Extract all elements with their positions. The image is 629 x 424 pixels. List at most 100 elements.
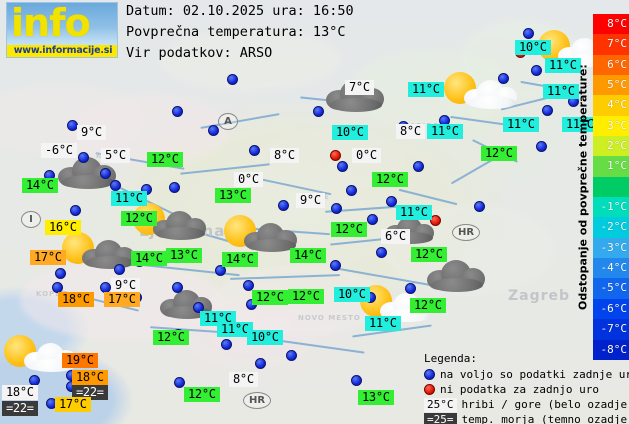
temperature-label: 9°C xyxy=(296,193,325,208)
scale-step: 3°C xyxy=(593,115,629,137)
station-marker-available[interactable] xyxy=(227,74,238,85)
temperature-label: 13°C xyxy=(166,248,202,263)
station-marker-available[interactable] xyxy=(346,185,357,196)
station-marker-available[interactable] xyxy=(367,214,378,225)
temperature-label: 12°C xyxy=(372,172,408,187)
header-data-source: Vir podatkov: ARSO xyxy=(126,45,273,61)
temperature-label: 9°C xyxy=(77,125,106,140)
station-marker-available[interactable] xyxy=(531,65,542,76)
temperature-deviation-scale: Odstopanje od povprečne temperature: 8°C… xyxy=(575,14,629,360)
scale-step: -4°C xyxy=(593,258,629,279)
station-marker-available[interactable] xyxy=(498,73,509,84)
temperature-label: 12°C xyxy=(121,211,157,226)
legend-blue-dot-icon xyxy=(424,369,435,380)
station-marker-available[interactable] xyxy=(337,161,348,172)
station-marker-available[interactable] xyxy=(215,265,226,276)
temperature-label: -6°C xyxy=(41,143,77,158)
temperature-label: 10°C xyxy=(332,125,368,140)
station-marker-available[interactable] xyxy=(542,105,553,116)
temperature-label: 12°C xyxy=(481,146,517,161)
station-marker-available[interactable] xyxy=(413,161,424,172)
station-marker-available[interactable] xyxy=(55,268,66,279)
temperature-label: 17°C xyxy=(104,292,140,307)
temperature-label: 12°C xyxy=(410,298,446,313)
station-marker-available[interactable] xyxy=(174,377,185,388)
station-marker-available[interactable] xyxy=(100,168,111,179)
temperature-label: 10°C xyxy=(247,330,283,345)
station-marker-available[interactable] xyxy=(110,180,121,191)
temperature-label: 13°C xyxy=(358,390,394,405)
station-marker-available[interactable] xyxy=(52,282,63,293)
temperature-label: 8°C xyxy=(270,148,299,163)
temperature-label: 12°C xyxy=(184,387,220,402)
legend-row: 25°C hribi / gore (belo ozadje) xyxy=(424,398,629,412)
scale-step: 6°C xyxy=(593,54,629,76)
station-marker-available[interactable] xyxy=(330,260,341,271)
temperature-label: =22= xyxy=(2,401,38,416)
temperature-label: 6°C xyxy=(381,229,410,244)
station-marker-available[interactable] xyxy=(172,282,183,293)
temperature-label: 11°C xyxy=(543,84,579,99)
station-marker-no-data[interactable] xyxy=(430,215,441,226)
scale-step: 8°C xyxy=(593,14,629,35)
legend: Legenda: na voljo so podatki zadnje ure n… xyxy=(424,352,629,424)
station-marker-available[interactable] xyxy=(172,106,183,117)
temperature-label: 11°C xyxy=(408,82,444,97)
station-marker-available[interactable] xyxy=(386,196,397,207)
legend-row-text: ni podatka za zadnjo uro xyxy=(440,383,599,396)
station-marker-available[interactable] xyxy=(243,280,254,291)
legend-row: =25= temp. morja (temno ozadje) xyxy=(424,413,629,424)
station-marker-available[interactable] xyxy=(286,350,297,361)
station-marker-available[interactable] xyxy=(193,302,204,313)
station-marker-available[interactable] xyxy=(278,200,289,211)
station-marker-available[interactable] xyxy=(313,106,324,117)
station-marker-available[interactable] xyxy=(405,283,416,294)
station-marker-available[interactable] xyxy=(70,205,81,216)
temperature-label: 12°C xyxy=(147,152,183,167)
place-name: Zagreb xyxy=(508,288,571,304)
station-marker-available[interactable] xyxy=(523,28,534,39)
scale-step: -2°C xyxy=(593,217,629,238)
station-marker-available[interactable] xyxy=(255,358,266,369)
logo-url: www.informacije.si xyxy=(7,45,117,57)
temperature-label: 10°C xyxy=(334,287,370,302)
legend-row: na voljo so podatki zadnje ure xyxy=(424,368,629,381)
country-code-hr: HR xyxy=(243,392,271,409)
station-marker-available[interactable] xyxy=(351,375,362,386)
station-marker-available[interactable] xyxy=(249,145,260,156)
temperature-label: 11°C xyxy=(545,58,581,73)
station-marker-available[interactable] xyxy=(78,152,89,163)
scale-step: -8°C xyxy=(593,339,629,360)
terrain-blob xyxy=(160,30,340,90)
legend-row-text: hribi / gore (belo ozadje) xyxy=(461,398,629,411)
scale-step: 7°C xyxy=(593,34,629,55)
station-marker-available[interactable] xyxy=(536,141,547,152)
scale-step: 5°C xyxy=(593,75,629,96)
temperature-label: 11°C xyxy=(365,316,401,331)
temperature-label: 14°C xyxy=(222,252,258,267)
temperature-label: 5°C xyxy=(101,148,130,163)
temperature-label: 14°C xyxy=(131,251,167,266)
station-marker-available[interactable] xyxy=(221,339,232,350)
temperature-label: 8°C xyxy=(396,124,425,139)
scale-bars: 8°C 7°C 6°C 5°C 4°C 3°C 2°C 1°C -1°C -2°C -3°C -4°C… xyxy=(593,14,629,360)
temperature-label: 18°C xyxy=(72,370,108,385)
legend-row-text: na voljo so podatki zadnje ure xyxy=(440,368,629,381)
station-marker-available[interactable] xyxy=(208,125,219,136)
country-code-a: A xyxy=(218,113,238,130)
station-marker-available[interactable] xyxy=(169,182,180,193)
station-marker-no-data[interactable] xyxy=(330,150,341,161)
station-marker-available[interactable] xyxy=(376,247,387,258)
station-marker-available[interactable] xyxy=(474,201,485,212)
station-marker-available[interactable] xyxy=(114,264,125,275)
temperature-label: 10°C xyxy=(515,40,551,55)
temperature-label: 14°C xyxy=(290,248,326,263)
temperature-label: 12°C xyxy=(252,290,288,305)
site-logo[interactable]: info www.informacije.si xyxy=(6,2,118,58)
scale-step: 2°C xyxy=(593,136,629,157)
temperature-label: 0°C xyxy=(352,148,381,163)
temperature-label: 11°C xyxy=(217,322,253,337)
station-marker-available[interactable] xyxy=(331,203,342,214)
legend-white-chip: 25°C xyxy=(424,398,457,412)
